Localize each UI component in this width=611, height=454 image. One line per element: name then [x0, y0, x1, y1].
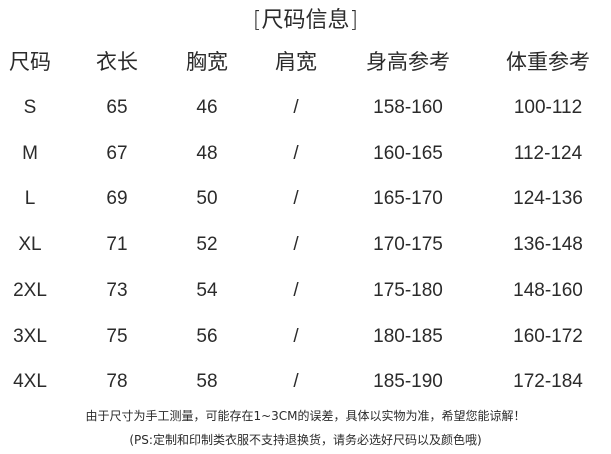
header-weight: 体重参考 [506, 50, 590, 74]
cell-shoulder: / [293, 279, 299, 301]
cell-size: XL [18, 234, 42, 256]
cell-shoulder: / [293, 142, 299, 164]
header-chest: 胸宽 [186, 50, 228, 74]
table-row: M 67 48 / 160-165 112-124 [0, 139, 611, 169]
header-shoulder: 肩宽 [275, 50, 317, 74]
cell-size: M [22, 142, 38, 164]
cell-size: L [24, 188, 36, 210]
table-row: L 69 50 / 165-170 124-136 [0, 184, 611, 214]
cell-weight: 100-112 [513, 97, 583, 118]
cell-shoulder: / [293, 97, 299, 118]
cell-length: 71 [106, 234, 128, 256]
cell-chest: 52 [196, 234, 218, 256]
table-row: S 65 46 / 158-160 100-112 [0, 93, 611, 123]
cell-length: 69 [106, 188, 128, 210]
cell-weight: 136-148 [513, 234, 583, 256]
cell-shoulder: / [293, 325, 299, 347]
cell-length: 75 [106, 325, 128, 347]
header-height: 身高参考 [366, 50, 450, 74]
table-row: 4XL 78 58 / 185-190 172-184 [0, 367, 611, 397]
header-length: 衣长 [96, 50, 138, 74]
cell-size: 3XL [13, 325, 47, 347]
cell-shoulder: / [293, 188, 299, 210]
cell-size: 2XL [13, 279, 47, 301]
table-row: XL 71 52 / 170-175 136-148 [0, 230, 611, 260]
cell-height: 165-170 [373, 188, 443, 210]
cell-size: S [23, 97, 37, 118]
note-line-2: (PS:定制和印制类衣服不支持退换货，请务必选好尺码以及颜色哦) [129, 433, 482, 447]
table-row: 3XL 75 56 / 180-185 160-172 [0, 322, 611, 352]
cell-size: 4XL [13, 371, 47, 393]
cell-height: 170-175 [373, 234, 443, 256]
cell-length: 65 [106, 97, 128, 118]
cell-height: 175-180 [373, 279, 443, 301]
note-line-1: 由于尺寸为手工测量，可能存在1~3CM的误差，具体以实物为准，希望您能谅解！ [85, 409, 526, 423]
cell-shoulder: / [293, 371, 299, 393]
cell-chest: 48 [196, 142, 218, 164]
cell-chest: 56 [196, 325, 218, 347]
cell-length: 78 [106, 371, 128, 393]
cell-height: 158-160 [373, 97, 443, 118]
cell-weight: 124-136 [513, 188, 583, 210]
cell-weight: 160-172 [513, 325, 583, 347]
cell-shoulder: / [293, 234, 299, 256]
header-row: 尺码 衣长 胸宽 肩宽 身高参考 体重参考 [0, 47, 611, 77]
header-size: 尺码 [9, 50, 51, 74]
cell-height: 160-165 [373, 142, 443, 164]
cell-chest: 54 [196, 279, 218, 301]
cell-height: 185-190 [373, 371, 443, 393]
cell-chest: 46 [196, 97, 218, 118]
cell-weight: 172-184 [513, 371, 583, 393]
table-row: 2XL 73 54 / 175-180 148-160 [0, 276, 611, 306]
cell-weight: 112-124 [513, 142, 583, 164]
cell-height: 180-185 [373, 325, 443, 347]
cell-length: 67 [106, 142, 128, 164]
cell-chest: 50 [196, 188, 218, 210]
cell-chest: 58 [196, 371, 218, 393]
cell-length: 73 [106, 279, 128, 301]
chart-title: [尺码信息] [252, 8, 359, 33]
cell-weight: 148-160 [513, 279, 583, 301]
